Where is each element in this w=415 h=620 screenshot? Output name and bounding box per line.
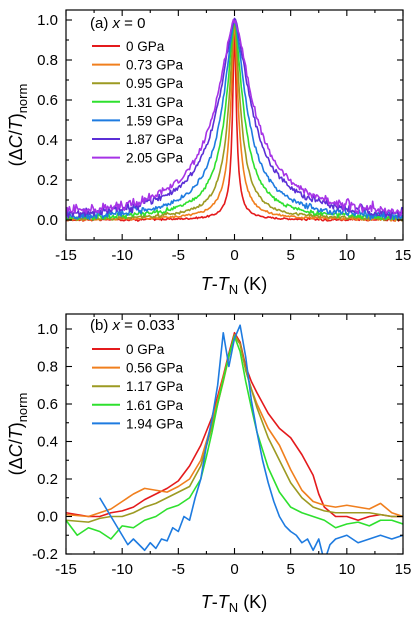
series-line-a-6 [66,18,403,217]
legend-label-a-4: 1.59 GPa [126,113,184,128]
legend-label-a-6: 2.05 GPa [126,151,184,166]
y-tick-label: 0.6 [37,396,58,413]
legend-label-a-2: 0.95 GPa [126,76,184,91]
y-tick-label: 0.6 [37,92,58,109]
panel-b-label: (b) x = 0.033 [90,317,175,334]
y-tick-label: 0.0 [37,212,58,229]
legend-label-b-4: 1.94 GPa [126,416,184,431]
y-tick-label: 1.0 [37,12,58,29]
panel-a-xlabel: T-TN (K) [201,274,267,297]
series-line-b-1 [66,335,403,518]
y-tick-label: 0.0 [37,509,58,526]
x-tick-label: 10 [338,247,355,264]
legend-label-b-0: 0 GPa [126,342,165,357]
series-line-b-2 [66,333,403,523]
y-tick-label: 1.0 [37,321,58,338]
x-tick-label: -15 [55,561,77,578]
y-tick-label: 0.8 [37,359,58,376]
panel-b-legend: 0 GPa 0.56 GPa 1.17 GPa 1.61 GPa 1.94 GPa [92,342,184,431]
y-tick-label: 0.4 [37,434,58,451]
legend-label-a-1: 0.73 GPa [126,58,184,73]
panel-b-chart: -15 -10 -5 0 5 10 15 -0.2 0.0 0.2 0.4 0.6 0.8 1.0 (b)… [6,313,411,615]
panel-a-plot-area [66,17,403,223]
y-tick-label: 0.4 [37,132,58,149]
panel-a-chart: -15 -10 -5 0 5 10 15 0.0 0.2 0.4 0.6 0.8 1.0 (a) x =… [6,9,411,297]
x-tick-label: 15 [395,247,412,264]
x-tick-label: -10 [111,561,133,578]
legend-label-b-3: 1.61 GPa [126,398,184,413]
legend-label-a-5: 1.87 GPa [126,132,184,147]
panel-b-plot-area [66,324,403,554]
y-tick-label: -0.2 [32,546,58,563]
y-tick-label: 0.8 [37,52,58,69]
y-tick-label: 0.2 [37,172,58,189]
x-tick-label: 0 [230,247,238,264]
panel-a-ylabel: (ΔC/T)norm [6,84,30,167]
legend-label-a-3: 1.31 GPa [126,95,184,110]
x-tick-label: 5 [286,247,294,264]
series-line-b-3 [66,335,403,540]
legend-label-b-2: 1.17 GPa [126,379,184,394]
y-tick-label: 0.2 [37,471,58,488]
panel-a-label: (a) x = 0 [90,15,145,32]
panel-b-ticks: -15 -10 -5 0 5 10 15 -0.2 0.0 0.2 0.4 0.6 0.8 1.0 [32,314,411,578]
x-tick-label: 0 [230,561,238,578]
panel-b-ylabel: (ΔC/T)norm [6,393,30,476]
series-line-a-5 [66,17,403,219]
x-tick-label: 10 [338,561,355,578]
x-tick-label: 5 [286,561,294,578]
legend-label-a-0: 0 GPa [126,39,165,54]
panel-a-legend: 0 GPa 0.73 GPa 0.95 GPa 1.31 GPa 1.59 GPa 1.8… [92,39,184,166]
legend-label-b-1: 0.56 GPa [126,361,184,376]
series-line-b-4 [99,324,403,554]
x-tick-label: 15 [395,561,412,578]
series-line-b-0 [66,331,403,522]
panel-a-ticks: -15 -10 -5 0 5 10 15 0.0 0.2 0.4 0.6 0.8 1.0 [37,10,411,264]
x-tick-label: -5 [172,247,185,264]
x-tick-label: -10 [111,247,133,264]
x-tick-label: -15 [55,247,77,264]
panel-b-xlabel: T-TN (K) [201,592,267,615]
x-tick-label: -5 [172,561,185,578]
